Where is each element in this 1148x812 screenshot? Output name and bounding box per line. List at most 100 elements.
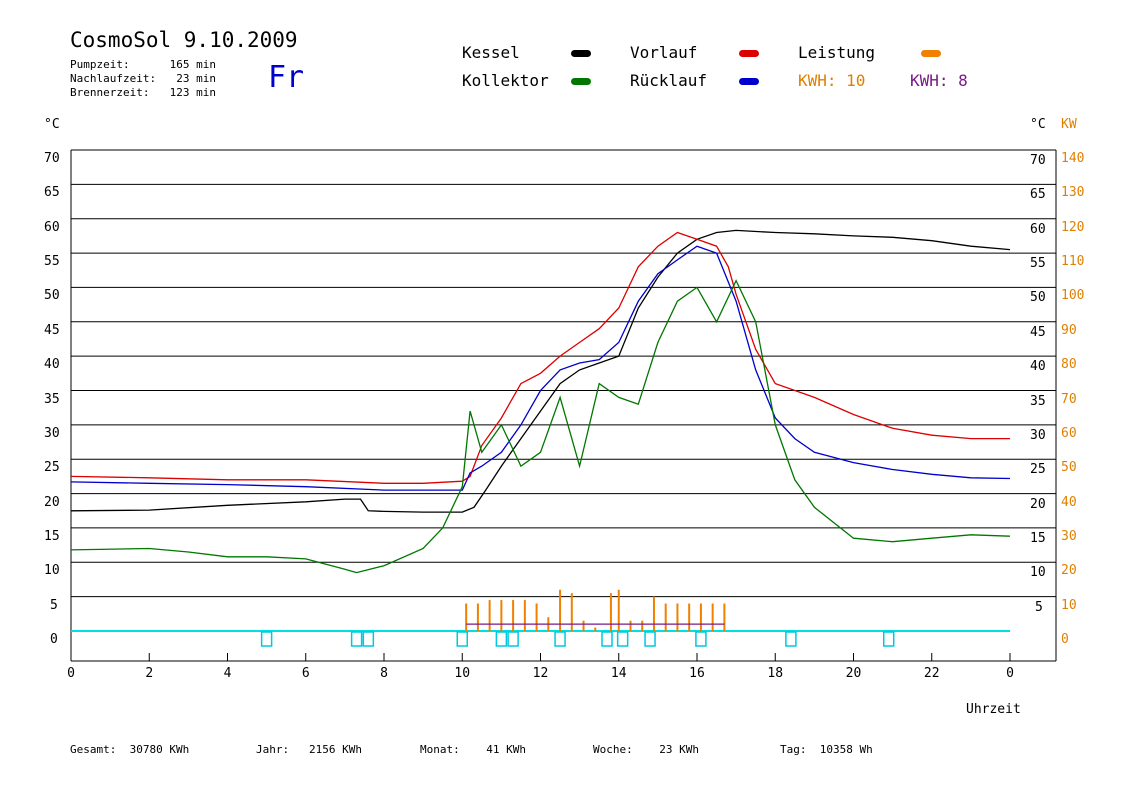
grid-lines [71, 149, 1056, 598]
pump-marker [601, 631, 613, 647]
stat-pumpzeit: Pumpzeit: 165 min [70, 58, 216, 71]
x-tick-label: 10 [454, 666, 471, 681]
footer-label: Tag: [780, 743, 807, 756]
y-tick-label-left: 15 [44, 528, 60, 544]
footer-label: Jahr: [256, 743, 290, 756]
legend-leistung-swatch [921, 50, 941, 57]
legend-vorlauf-swatch [739, 50, 759, 57]
legend-kollektor-label: Kollektor [462, 71, 549, 90]
x-tick-label: 6 [301, 666, 310, 681]
stat-label: Pumpzeit: [70, 58, 130, 71]
y-tick-label-right-temp: 25 [1030, 462, 1046, 478]
y-tick-label-right-temp: 40 [1030, 359, 1046, 375]
marker-layer [260, 631, 895, 647]
y-tick-label-right-temp: 15 [1030, 530, 1046, 546]
y-tick-label-right-power: 60 [1061, 425, 1077, 441]
pump-marker [616, 631, 629, 647]
legend-ruecklauf-label: Rücklauf [630, 71, 708, 90]
footer-value: 23 KWh [659, 743, 699, 756]
series-vorlauf [70, 231, 1010, 484]
y-tick-label-right-power: 100 [1061, 288, 1085, 304]
stat-nachlaufzeit: Nachlaufzeit: 23 min [70, 72, 216, 85]
x-tick-label: 12 [532, 666, 549, 681]
stat-label: Brennerzeit: [70, 86, 150, 99]
footer-label: Monat: [420, 743, 460, 756]
y-tick-label-left: 45 [44, 322, 60, 338]
y-tick-label-right-power: 90 [1061, 322, 1077, 338]
series-kollektor [70, 279, 1011, 574]
y-tick-label-right-temp: 50 [1030, 290, 1046, 306]
y-tick-label-left: 55 [44, 254, 60, 270]
stat-brennerzeit: Brennerzeit: 123 min [70, 86, 216, 99]
y-tick-label-left: 30 [44, 425, 60, 441]
y-tick-label-right-temp: 35 [1030, 393, 1046, 409]
y-tick-label-left: 40 [44, 357, 60, 373]
x-tick-label: 22 [923, 666, 940, 681]
y-tick-label-left: 60 [44, 219, 60, 235]
stat-label: Nachlaufzeit: [70, 72, 157, 85]
y-tick-label-right-power: 20 [1061, 563, 1077, 579]
x-tick-label: 18 [767, 666, 784, 681]
legend-kollektor-swatch [571, 78, 591, 85]
pump-marker [785, 631, 797, 647]
y-tick-label-left: 25 [44, 460, 60, 476]
y-tick-label-left: 5 [50, 597, 58, 613]
pump-marker [644, 631, 656, 647]
y-tick-label-right-power: 30 [1061, 528, 1077, 544]
stat-value: 165 min [169, 58, 216, 71]
x-tick-label: 20 [845, 666, 862, 681]
y-tick-label-right-temp: 70 [1030, 153, 1046, 168]
stat-value: 23 min [176, 72, 216, 85]
x-tick-label: 8 [380, 666, 388, 681]
pump-marker [362, 631, 375, 647]
left-axis-unit: °C [44, 117, 60, 132]
footer-value: 10358 Wh [819, 743, 873, 756]
pump-marker [495, 631, 508, 647]
footer-gesamt: Gesamt: 30780 KWh [70, 743, 189, 756]
y-tick-label-right-power: 0 [1061, 632, 1069, 647]
pump-marker [456, 631, 468, 647]
chart-title: CosmoSol 9.10.2009 [70, 28, 298, 52]
y-tick-label-right-temp: 65 [1030, 187, 1046, 203]
legend-kwh2-label: KWH: 8 [910, 71, 968, 90]
y-tick-label-right-temp: 30 [1030, 427, 1046, 443]
footer-tag: Tag: 10358 Wh [780, 743, 873, 756]
series-kessel [70, 229, 1011, 513]
pump-marker [695, 631, 707, 647]
legend-kessel-label: Kessel [462, 43, 520, 62]
right-temp-axis-unit: °C [1030, 117, 1046, 132]
y-tick-label-right-power: 10 [1061, 597, 1077, 613]
x-tick-label: 2 [145, 666, 154, 681]
y-tick-label-right-power: 140 [1061, 151, 1085, 166]
legend-kwh1-label: KWH: 10 [798, 71, 866, 90]
y-tick-label-right-temp: 10 [1030, 565, 1046, 581]
pump-marker [350, 631, 363, 647]
x-tick-label: 0 [1006, 666, 1014, 681]
legend-kessel-swatch [571, 50, 591, 57]
y-tick-label-right-temp: 45 [1030, 324, 1046, 340]
x-tick-label: 14 [610, 666, 627, 681]
y-tick-label-left: 65 [44, 185, 60, 201]
y-tick-label-right-temp: 60 [1030, 221, 1046, 237]
series-ruecklauf [70, 245, 1011, 491]
footer-jahr: Jahr: 2156 KWh [256, 743, 362, 756]
y-tick-label-right-power: 110 [1061, 254, 1085, 270]
legend-ruecklauf-swatch [739, 78, 759, 85]
y-tick-label-left: 0 [50, 632, 58, 647]
footer-monat: Monat: 41 KWh [420, 743, 526, 756]
y-tick-label-right-power: 80 [1061, 357, 1077, 373]
x-tick-label: 4 [223, 666, 232, 681]
y-tick-label-left: 10 [44, 563, 60, 579]
pump-marker [507, 631, 519, 647]
x-axis-label: Uhrzeit [966, 702, 1021, 717]
legend-vorlauf-label: Vorlauf [630, 43, 698, 62]
footer-value: 2156 KWh [309, 743, 362, 756]
pump-marker [260, 631, 273, 647]
series-layer [70, 229, 1011, 631]
footer-value: 41 KWh [486, 743, 526, 756]
y-tick-label-left: 20 [44, 494, 60, 510]
y-tick-label-right-power: 70 [1061, 391, 1077, 407]
footer-label: Woche: [593, 743, 633, 756]
y-tick-label-left: 35 [44, 391, 60, 407]
